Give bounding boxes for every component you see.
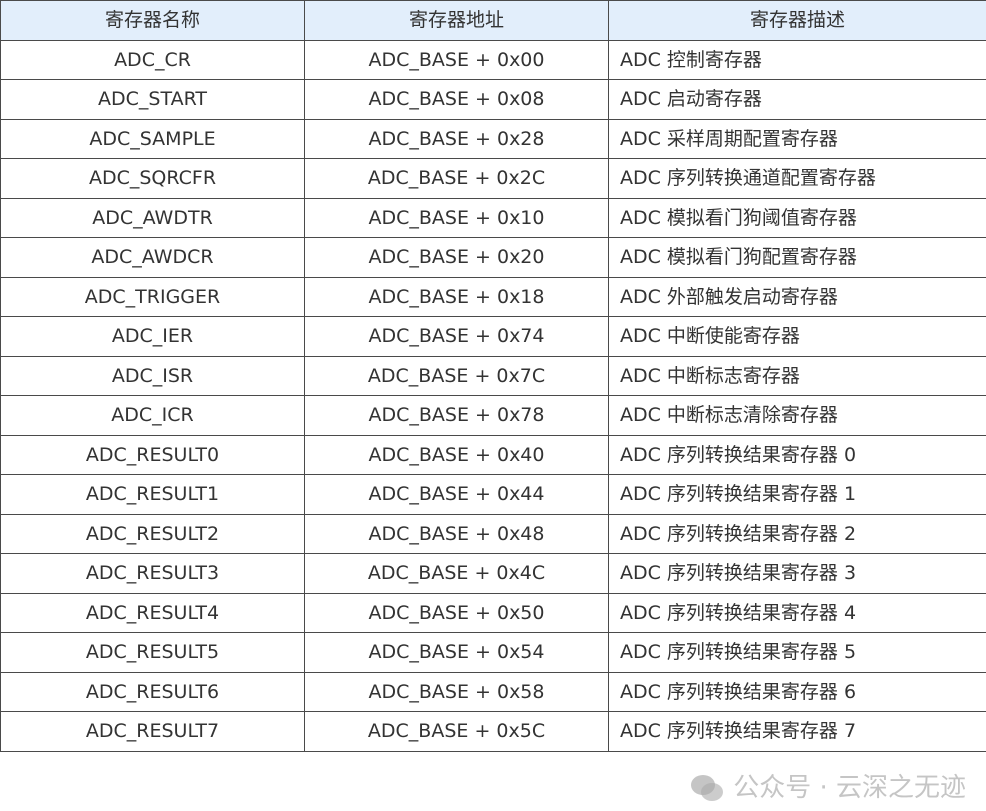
register-description: ADC 中断使能寄存器: [608, 316, 986, 357]
register-description: ADC 序列转换结果寄存器 6: [608, 671, 986, 712]
register-description: ADC 外部触发启动寄存器: [608, 276, 986, 317]
register-name: ADC_ISR: [0, 355, 305, 396]
register-description: ADC 序列转换通道配置寄存器: [608, 158, 986, 199]
table-row: ADC_RESULT3 ADC_BASE + 0x4C ADC 序列转换结果寄存器 …: [0, 553, 986, 594]
watermark-text: 公众号 · 云深之无迹: [733, 773, 966, 803]
register-name: ADC_RESULT2: [0, 513, 305, 554]
register-name: ADC_AWDCR: [0, 237, 305, 278]
register-address: ADC_BASE + 0x2C: [304, 158, 609, 199]
table-row: ADC_START ADC_BASE + 0x08 ADC 启动寄存器: [0, 79, 986, 120]
register-address: ADC_BASE + 0x54: [304, 632, 609, 673]
register-description: ADC 模拟看门狗阈值寄存器: [608, 197, 986, 238]
header-description: 寄存器描述: [608, 0, 986, 41]
register-description: ADC 序列转换结果寄存器 2: [608, 513, 986, 554]
header-address: 寄存器地址: [304, 0, 609, 41]
register-address: ADC_BASE + 0x44: [304, 474, 609, 515]
register-address: ADC_BASE + 0x28: [304, 118, 609, 159]
register-description: ADC 序列转换结果寄存器 4: [608, 592, 986, 633]
register-description: ADC 控制寄存器: [608, 39, 986, 80]
table-row: ADC_RESULT7 ADC_BASE + 0x5C ADC 序列转换结果寄存器 …: [0, 711, 986, 752]
register-name: ADC_SQRCFR: [0, 158, 305, 199]
register-description: ADC 序列转换结果寄存器 5: [608, 632, 986, 673]
register-address: ADC_BASE + 0x78: [304, 395, 609, 436]
register-description: ADC 模拟看门狗配置寄存器: [608, 237, 986, 278]
register-address: ADC_BASE + 0x5C: [304, 711, 609, 752]
register-description: ADC 采样周期配置寄存器: [608, 118, 986, 159]
register-address: ADC_BASE + 0x00: [304, 39, 609, 80]
table-row: ADC_RESULT0 ADC_BASE + 0x40 ADC 序列转换结果寄存器 …: [0, 434, 986, 475]
register-name: ADC_RESULT5: [0, 632, 305, 673]
header-row: 寄存器名称 寄存器地址 寄存器描述: [0, 0, 986, 41]
table-row: ADC_RESULT1 ADC_BASE + 0x44 ADC 序列转换结果寄存器 …: [0, 474, 986, 515]
register-name: ADC_RESULT3: [0, 553, 305, 594]
register-address: ADC_BASE + 0x40: [304, 434, 609, 475]
table-row: ADC_AWDTR ADC_BASE + 0x10 ADC 模拟看门狗阈值寄存器: [0, 197, 986, 238]
register-address: ADC_BASE + 0x08: [304, 79, 609, 120]
register-name: ADC_CR: [0, 39, 305, 80]
wechat-icon: [691, 775, 724, 801]
register-name: ADC_RESULT0: [0, 434, 305, 475]
table-row: ADC_ICR ADC_BASE + 0x78 ADC 中断标志清除寄存器: [0, 395, 986, 436]
table-row: ADC_RESULT5 ADC_BASE + 0x54 ADC 序列转换结果寄存器 …: [0, 632, 986, 673]
register-address: ADC_BASE + 0x20: [304, 237, 609, 278]
table-row: ADC_SQRCFR ADC_BASE + 0x2C ADC 序列转换通道配置寄存器: [0, 158, 986, 199]
register-address: ADC_BASE + 0x4C: [304, 553, 609, 594]
table-row: ADC_AWDCR ADC_BASE + 0x20 ADC 模拟看门狗配置寄存器: [0, 237, 986, 278]
register-description: ADC 序列转换结果寄存器 3: [608, 553, 986, 594]
register-description: ADC 序列转换结果寄存器 7: [608, 711, 986, 752]
table-row: ADC_TRIGGER ADC_BASE + 0x18 ADC 外部触发启动寄存器: [0, 276, 986, 317]
register-address: ADC_BASE + 0x10: [304, 197, 609, 238]
register-name: ADC_AWDTR: [0, 197, 305, 238]
table-row: ADC_CR ADC_BASE + 0x00 ADC 控制寄存器: [0, 39, 986, 80]
watermark: 公众号 · 云深之无迹: [689, 770, 966, 806]
register-address: ADC_BASE + 0x18: [304, 276, 609, 317]
register-name: ADC_TRIGGER: [0, 276, 305, 317]
register-description: ADC 中断标志清除寄存器: [608, 395, 986, 436]
register-address: ADC_BASE + 0x74: [304, 316, 609, 357]
register-description: ADC 序列转换结果寄存器 0: [608, 434, 986, 475]
register-address: ADC_BASE + 0x48: [304, 513, 609, 554]
register-name: ADC_ICR: [0, 395, 305, 436]
register-name: ADC_IER: [0, 316, 305, 357]
table-row: ADC_RESULT2 ADC_BASE + 0x48 ADC 序列转换结果寄存器 …: [0, 513, 986, 554]
register-name: ADC_RESULT7: [0, 711, 305, 752]
table-row: ADC_SAMPLE ADC_BASE + 0x28 ADC 采样周期配置寄存器: [0, 118, 986, 159]
register-name: ADC_RESULT4: [0, 592, 305, 633]
register-address: ADC_BASE + 0x58: [304, 671, 609, 712]
register-description: ADC 序列转换结果寄存器 1: [608, 474, 986, 515]
register-name: ADC_RESULT6: [0, 671, 305, 712]
register-table: 寄存器名称 寄存器地址 寄存器描述 ADC_CR ADC_BASE + 0x00 A…: [0, 0, 986, 752]
register-name: ADC_SAMPLE: [0, 118, 305, 159]
register-name: ADC_RESULT1: [0, 474, 305, 515]
register-address: ADC_BASE + 0x50: [304, 592, 609, 633]
table-row: ADC_RESULT4 ADC_BASE + 0x50 ADC 序列转换结果寄存器 …: [0, 592, 986, 633]
register-name: ADC_START: [0, 79, 305, 120]
table-row: ADC_ISR ADC_BASE + 0x7C ADC 中断标志寄存器: [0, 355, 986, 396]
table-row: ADC_RESULT6 ADC_BASE + 0x58 ADC 序列转换结果寄存器 …: [0, 671, 986, 712]
table-row: ADC_IER ADC_BASE + 0x74 ADC 中断使能寄存器: [0, 316, 986, 357]
register-description: ADC 中断标志寄存器: [608, 355, 986, 396]
register-description: ADC 启动寄存器: [608, 79, 986, 120]
register-address: ADC_BASE + 0x7C: [304, 355, 609, 396]
header-name: 寄存器名称: [0, 0, 305, 41]
